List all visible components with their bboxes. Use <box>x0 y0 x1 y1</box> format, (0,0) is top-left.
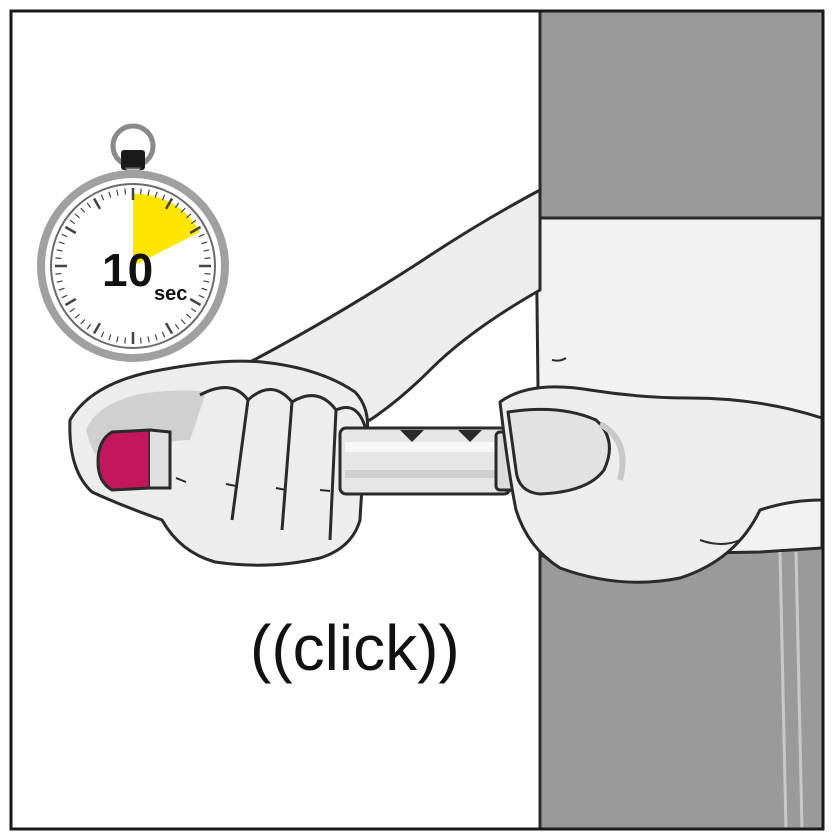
stopwatch-tick <box>58 287 65 291</box>
stopwatch-tick <box>147 189 150 196</box>
stopwatch-tick <box>56 249 63 252</box>
stopwatch-tick <box>69 307 76 313</box>
stopwatch-tick <box>198 233 205 238</box>
stopwatch-crown <box>121 150 145 170</box>
stopwatch-tick <box>204 272 211 275</box>
stopwatch-tick <box>86 323 92 330</box>
stopwatch-tick <box>154 334 158 341</box>
stopwatch-tick <box>180 207 186 213</box>
stopwatch-tick <box>201 241 208 245</box>
stopwatch-tick <box>124 337 127 344</box>
stopwatch-tick <box>61 294 68 299</box>
stopwatch-tick <box>161 194 166 201</box>
timer-number: 10 <box>102 244 153 296</box>
stopwatch-tick <box>86 202 92 209</box>
stopwatch-ticks <box>55 188 211 344</box>
stopwatch-tick <box>92 322 102 335</box>
stopwatch-tick <box>116 189 119 196</box>
stopwatch-tick <box>180 319 186 325</box>
stopwatch-tick <box>80 319 86 325</box>
stopwatch-tick <box>198 294 205 299</box>
stopwatch-tick <box>124 188 127 195</box>
stopwatch-tick <box>61 233 68 238</box>
stopwatch-tick <box>108 334 112 341</box>
stopwatch-tick <box>174 323 180 330</box>
timer-unit: sec <box>154 283 187 305</box>
stopwatch-tick <box>189 297 202 307</box>
stopwatch-tick <box>74 313 80 319</box>
stopwatch-tick <box>100 331 105 338</box>
stopwatch-tick <box>116 336 119 343</box>
stopwatch-tick <box>203 249 210 252</box>
outer-frame <box>9 9 825 831</box>
stopwatch-tick <box>154 191 158 198</box>
stopwatch-tick <box>92 197 102 210</box>
stopwatch-tick <box>56 280 63 283</box>
stopwatch-tick <box>55 257 62 260</box>
stopwatch-tick <box>204 257 211 260</box>
stopwatch-tick <box>203 280 210 283</box>
stopwatch-tick <box>147 336 150 343</box>
stopwatch-tick <box>100 194 105 201</box>
stopwatch-tick <box>55 272 62 275</box>
stopwatch-tick <box>174 202 180 209</box>
click-sound-label: ((click)) <box>250 612 460 684</box>
stopwatch-tick <box>139 337 142 344</box>
injection-pen <box>96 426 522 496</box>
stopwatch-tick <box>80 207 86 213</box>
stopwatch-tick <box>189 225 202 235</box>
upper-arm <box>248 188 542 422</box>
pinching-hand <box>498 385 824 584</box>
stopwatch-tick <box>58 241 65 245</box>
stopwatch-tick <box>69 219 76 225</box>
stopwatch-tick <box>164 322 174 335</box>
stopwatch-tick <box>190 307 197 313</box>
pen-button-magenta <box>96 428 152 492</box>
stopwatch-tick <box>164 197 174 210</box>
stopwatch-tick <box>190 219 197 225</box>
timer-elapsed-sector <box>133 193 200 266</box>
stopwatch-tick <box>64 297 77 307</box>
stopwatch-tick <box>186 313 192 319</box>
stopwatch-tick <box>139 188 142 195</box>
pen-barrel <box>338 426 512 496</box>
stopwatch-tick <box>64 225 77 235</box>
stopwatch-tick <box>108 191 112 198</box>
stopwatch-tick <box>201 287 208 291</box>
stopwatch: 10 sec <box>37 123 229 362</box>
stopwatch-tick <box>74 213 80 219</box>
stopwatch-tick <box>186 213 192 219</box>
stopwatch-tick <box>161 331 166 338</box>
